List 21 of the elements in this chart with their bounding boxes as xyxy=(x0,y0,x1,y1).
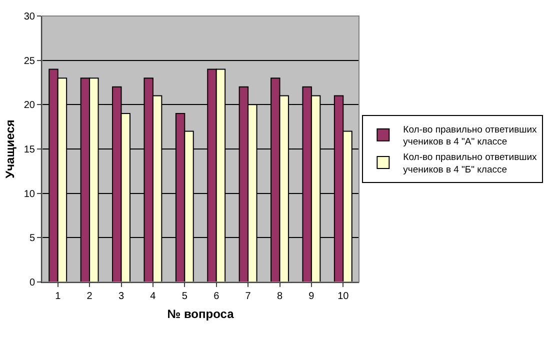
y-tick-label: 0 xyxy=(29,278,36,288)
y-tick-label: 20 xyxy=(24,100,36,112)
x-tick-label: 6 xyxy=(214,291,220,302)
x-tick-label: 3 xyxy=(118,291,124,302)
x-tick-label: 2 xyxy=(86,291,93,302)
x-tick-label: 10 xyxy=(338,291,350,302)
y-axis-title: Учащиеся xyxy=(3,120,18,178)
y-tick-label: 15 xyxy=(24,144,36,156)
x-tick-label: 1 xyxy=(55,291,62,302)
x-tick-label: 4 xyxy=(150,291,156,302)
x-axis-title: № вопроса xyxy=(167,306,234,321)
x-tick-label: 7 xyxy=(245,291,252,302)
y-tick-label: 25 xyxy=(24,56,36,67)
y-tick-label: 10 xyxy=(24,188,36,200)
legend-label: Кол-во правильно ответивших учеников в 4 "Б" классе xyxy=(403,152,538,176)
legend-label: Кол-во правильно ответивших учеников в 4 "А" классе xyxy=(403,124,538,148)
x-tick-label: 8 xyxy=(276,291,283,302)
y-tick-label: 30 xyxy=(24,12,36,22)
x-tick-label: 9 xyxy=(308,291,315,302)
x-tick-label: 5 xyxy=(182,291,188,302)
y-tick-label: 5 xyxy=(29,233,36,244)
